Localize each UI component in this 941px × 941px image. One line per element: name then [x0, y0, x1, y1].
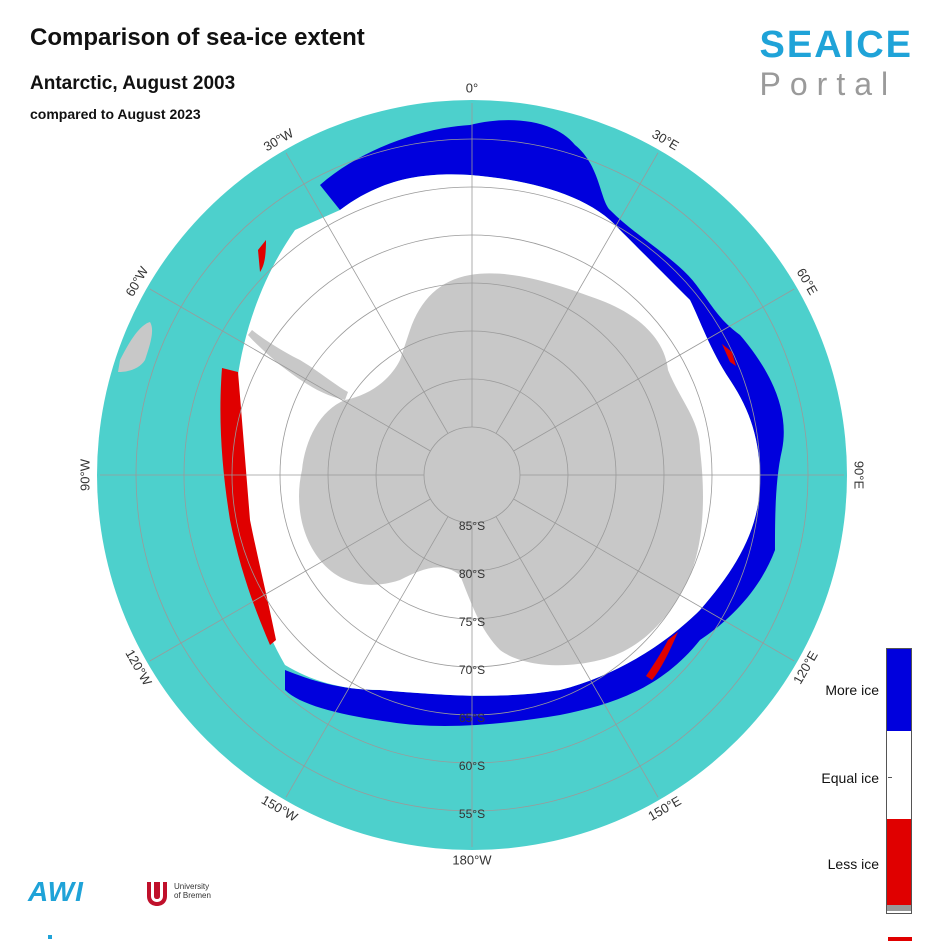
meridian-line — [495, 516, 659, 798]
antarctica-continent — [299, 273, 703, 666]
seaice-portal-logo[interactable]: SEAICE Portal — [760, 26, 913, 102]
university-bremen-logo-icon[interactable] — [144, 880, 170, 908]
meridian-line — [285, 152, 449, 434]
latitude-label: 80°S — [459, 567, 485, 581]
legend-colorbar — [886, 648, 912, 914]
legend-land-swatch — [887, 905, 911, 911]
awi-logo[interactable]: AWI — [28, 876, 84, 907]
latitude-label: 70°S — [459, 663, 485, 677]
latitude-label: 85°S — [459, 519, 485, 533]
map-subtitle: Antarctic, August 2003 — [30, 73, 236, 94]
university-line-1: University — [174, 882, 210, 891]
legend-less-ice-swatch — [887, 819, 911, 905]
antarctic-peninsula — [248, 330, 348, 400]
more-ice-region — [285, 120, 784, 726]
latitude-label: 65°S — [459, 711, 485, 725]
footer-dot — [48, 935, 52, 939]
university-bremen-text: University of Bremen — [174, 882, 211, 900]
less-ice-region-northeast — [722, 344, 736, 366]
legend-more-ice-swatch — [887, 649, 911, 731]
legend-less-ice-label: Less ice — [827, 856, 879, 872]
latitude-label: 75°S — [459, 615, 485, 629]
legend-more-ice-label: More ice — [825, 682, 879, 698]
meridian-line — [149, 288, 431, 452]
less-ice-region-northwest — [258, 240, 266, 272]
page-title: Comparison of sea-ice extent — [30, 24, 365, 51]
longitude-label: 180°W — [452, 852, 492, 867]
south-america-tip — [118, 322, 153, 372]
meridian-line — [149, 498, 431, 662]
legend-equal-ice-swatch — [887, 731, 911, 819]
meridian-line — [513, 498, 795, 662]
university-line-2: of Bremen — [174, 891, 211, 900]
antarctica-land — [118, 273, 703, 666]
legend-tick — [888, 777, 892, 778]
less-ice-region-east — [646, 632, 678, 680]
less-ice-region-west — [220, 368, 276, 645]
logo-seaice-text: SEAICE — [759, 24, 913, 66]
logo-portal-text: Portal — [759, 66, 898, 102]
legend-overflow-strip — [888, 937, 912, 941]
latitude-labels: 85°S 80°S 75°S 70°S 65°S 60°S 55°S — [459, 519, 485, 821]
latitude-label: 55°S — [459, 807, 485, 821]
comparison-note: compared to August 2023 — [30, 106, 201, 122]
meridian-line — [285, 516, 449, 798]
meridian-line — [495, 152, 659, 434]
longitude-label: 90°W — [77, 458, 92, 491]
legend-equal-ice-label: Equal ice — [821, 770, 879, 786]
graticule — [100, 103, 844, 847]
longitude-label: 0° — [466, 80, 478, 95]
meridian-line — [513, 288, 795, 452]
latitude-label: 60°S — [459, 759, 485, 773]
longitude-label: 90°E — [852, 461, 867, 490]
